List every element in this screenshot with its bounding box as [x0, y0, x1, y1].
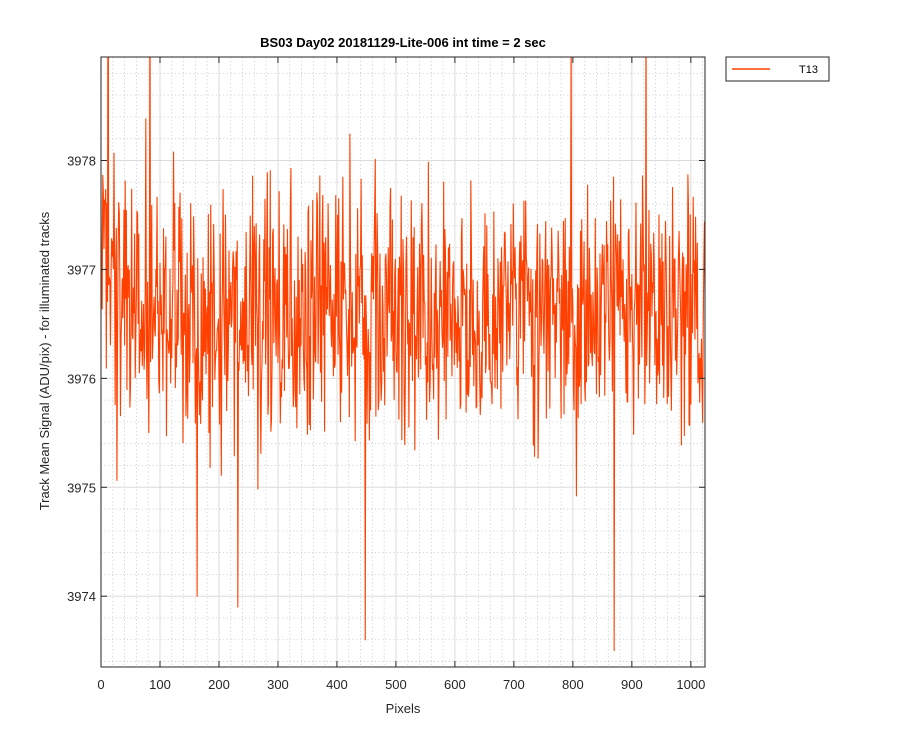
x-axis-label: Pixels — [386, 701, 421, 716]
x-tick-label: 500 — [385, 677, 407, 692]
series-line-t13 — [101, 57, 705, 652]
y-tick-label: 3976 — [67, 371, 96, 386]
chart-title: BS03 Day02 20181129-Lite-006 int time = … — [260, 35, 546, 50]
x-tick-label: 700 — [503, 677, 525, 692]
y-axis: 3974 3975 3976 3977 3978 — [67, 153, 705, 604]
x-tick-label: 800 — [562, 677, 584, 692]
axes-box — [100, 56, 706, 668]
y-tick-label: 3978 — [67, 153, 96, 168]
x-axis: 0 100 200 300 400 500 600 700 800 900 1000 — [97, 57, 705, 692]
x-tick-label: 400 — [326, 677, 348, 692]
plot-area: 0 100 200 300 400 500 600 700 800 900 1000 3974397… — [67, 56, 706, 692]
x-tick-label: 0 — [97, 677, 104, 692]
y-axis-label: Track Mean Signal (ADU/pix) - for illumi… — [37, 211, 52, 510]
series-layer — [101, 57, 705, 652]
x-tick-label: 600 — [444, 677, 466, 692]
x-tick-label: 200 — [208, 677, 230, 692]
y-tick-label: 3977 — [67, 262, 96, 277]
legend-label-t13: T13 — [799, 64, 818, 76]
x-tick-label: 1000 — [676, 677, 705, 692]
x-tick-label: 100 — [149, 677, 171, 692]
x-tick-label: 900 — [621, 677, 643, 692]
y-tick-label: 3975 — [67, 480, 96, 495]
x-tick-label: 300 — [267, 677, 289, 692]
y-tick-label: 3974 — [67, 589, 96, 604]
legend: T13 — [725, 56, 830, 82]
